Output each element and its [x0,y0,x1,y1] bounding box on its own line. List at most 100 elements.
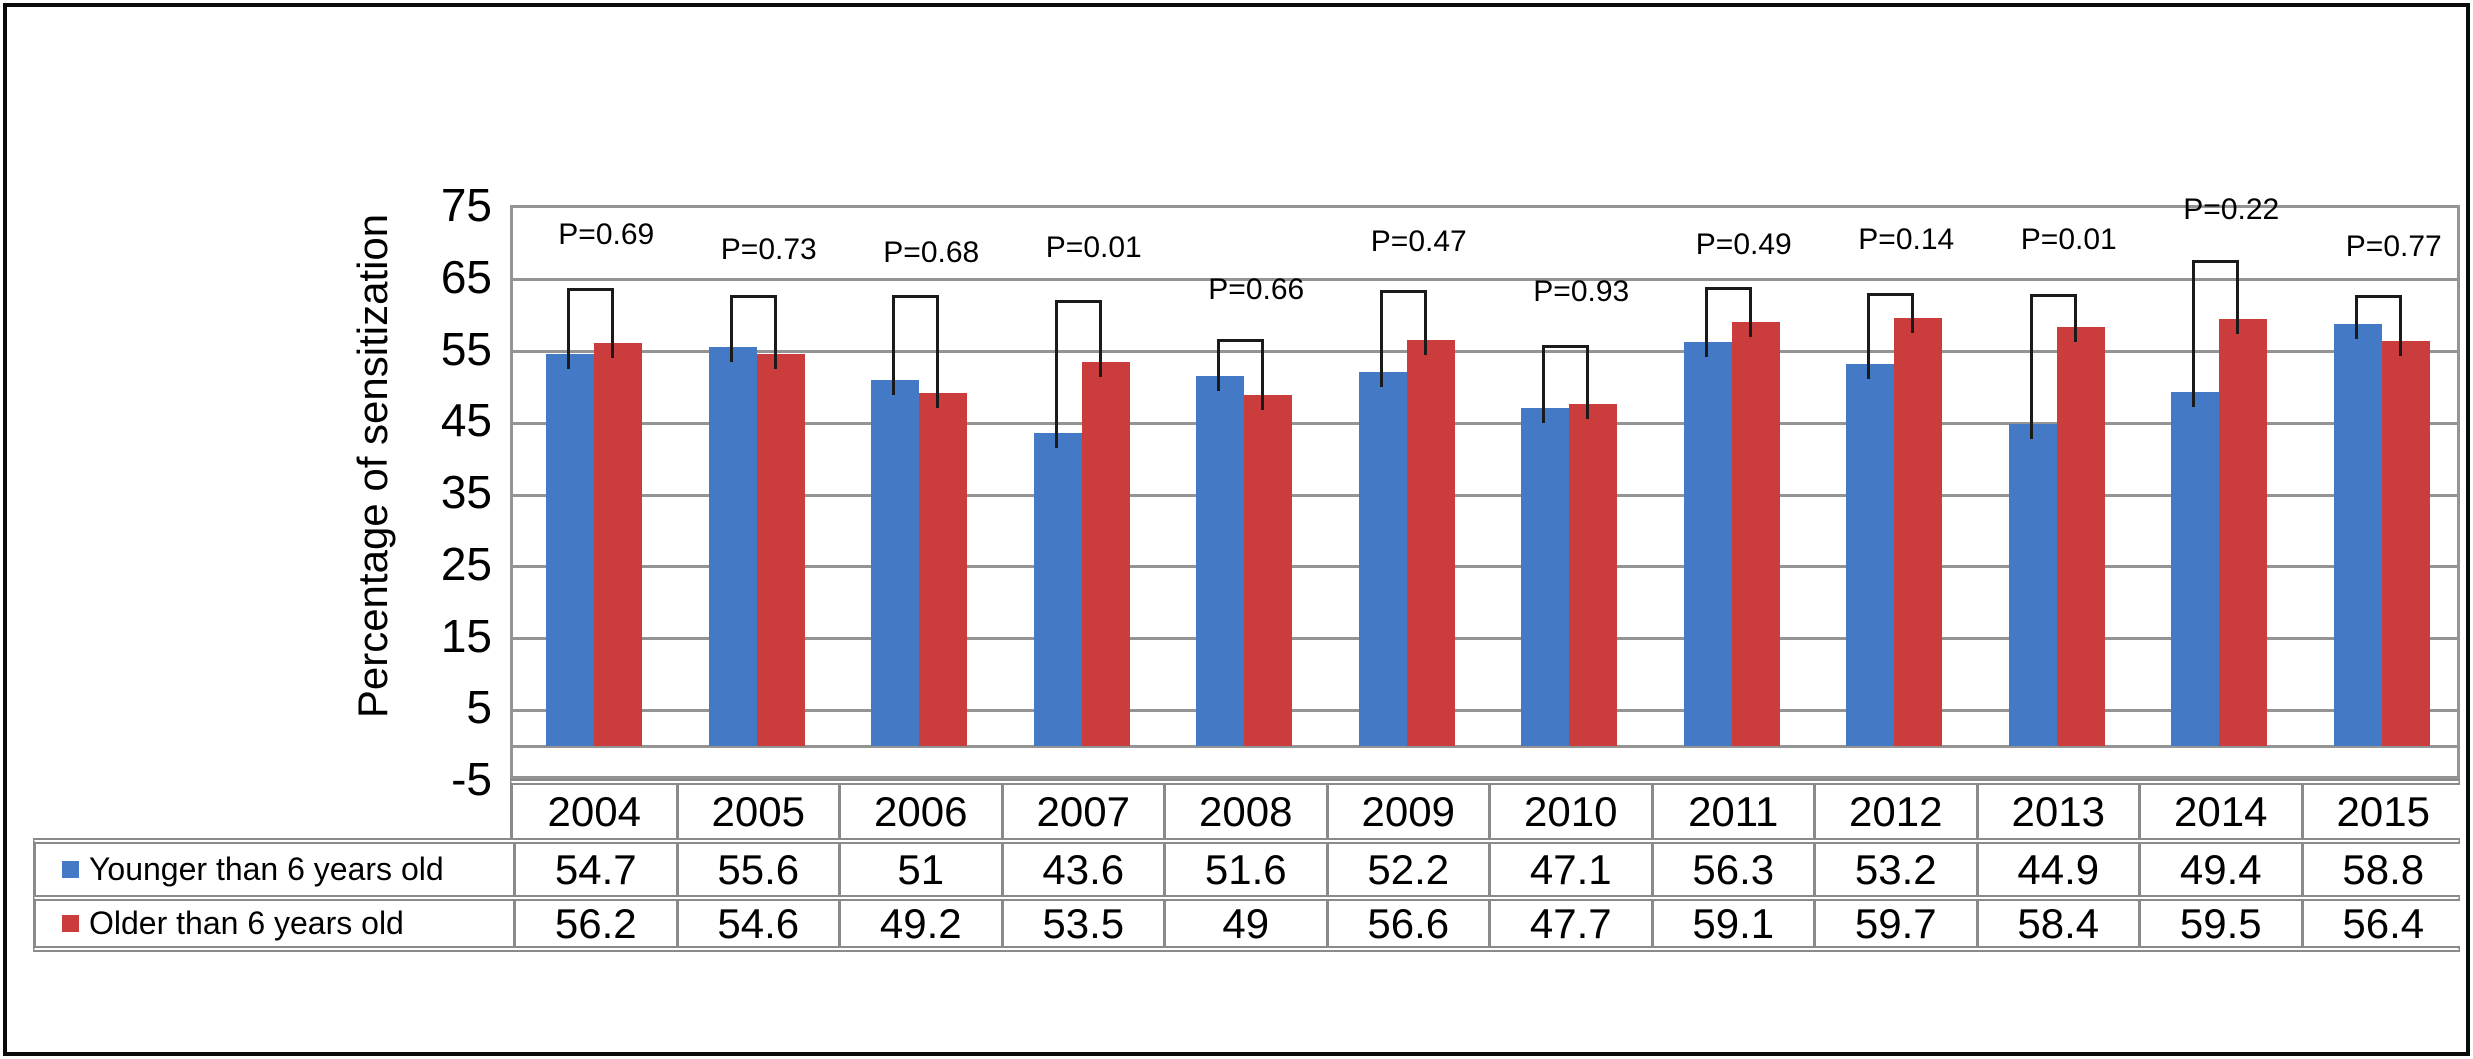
bracket-left-2015 [2354,295,2358,340]
legend-label: Older than 6 years old [89,905,404,941]
year-cell-2013: 2013 [1975,785,2138,838]
year-cell-2006: 2006 [838,785,1001,838]
p-value-label-2015: P=0.77 [2345,230,2442,264]
value-cell-2010: 47.7 [1488,900,1651,947]
value-cell-2013: 44.9 [1975,844,2138,895]
bracket-top-2004 [567,288,615,292]
p-value-label-2013: P=0.01 [2020,223,2117,257]
p-value-label-2007: P=0.01 [1045,231,1142,265]
value-cell-2008: 49 [1163,900,1326,947]
bracket-right-2010 [1586,344,1590,419]
value-cell-2006: 51 [838,844,1001,895]
bar-younger-2009 [1358,371,1407,747]
bracket-right-2011 [1748,286,1752,338]
value-cell-2009: 52.2 [1325,844,1488,895]
bar-older-2010 [1569,403,1618,747]
year-cell-2009: 2009 [1325,785,1488,838]
bar-older-2008 [1244,394,1293,747]
bracket-top-2015 [2354,295,2402,299]
bracket-left-2013 [2029,293,2033,439]
bracket-right-2014 [2236,260,2240,335]
bar-younger-2008 [1196,375,1245,747]
year-cell-2004: 2004 [513,785,676,838]
gridline-35 [513,493,2457,497]
bracket-right-2006 [936,295,940,409]
bracket-left-2012 [1867,293,1871,380]
p-value-label-2012: P=0.14 [1858,223,1955,257]
y-tick-label-25: 25 [440,537,492,590]
bar-older-2005 [756,354,805,747]
bracket-left-2014 [2192,260,2196,407]
year-cell-2007: 2007 [1000,785,1163,838]
y-tick-label-35: 35 [440,466,492,518]
plot-area [510,205,2460,779]
bracket-top-2006 [892,295,940,299]
value-cell-2013: 58.4 [1975,900,2138,947]
bracket-top-2008 [1217,339,1265,343]
legend-swatch-icon [62,915,79,932]
bar-younger-2011 [1683,342,1732,747]
bar-older-2015 [2381,341,2430,747]
table-row-years: 2004 2005 2006 2007 2008 2009 2010 2011 2012 2013… [510,779,2463,838]
value-cell-2009: 56.6 [1325,900,1488,947]
table-row-younger: Younger than 6 years old 54.7 55.6 51 43.6 51… [33,838,2463,895]
bracket-left-2009 [1379,290,1383,387]
value-cell-2006: 49.2 [838,900,1001,947]
bracket-right-2008 [1261,339,1265,410]
gridline-25 [513,565,2457,569]
bracket-top-2012 [1867,293,1915,297]
bracket-left-2011 [1704,286,1708,358]
bar-younger-2004 [546,353,595,747]
gridline-65 [513,278,2457,282]
bracket-right-2004 [611,288,615,358]
p-value-label-2006: P=0.68 [883,236,980,270]
value-cell-2012: 53.2 [1813,844,1976,895]
p-value-label-2004: P=0.69 [558,218,655,252]
year-cell-2011: 2011 [1650,785,1813,838]
year-cell-2015: 2015 [2300,785,2463,838]
value-cell-2008: 51.6 [1163,844,1326,895]
p-value-label-2011: P=0.49 [1695,228,1792,262]
bracket-left-2004 [567,288,571,369]
value-cell-2015: 56.4 [2300,900,2463,947]
bracket-right-2015 [2398,295,2402,357]
bar-older-2012 [1894,317,1943,747]
value-cell-2010: 47.1 [1488,844,1651,895]
bar-older-2006 [919,393,968,747]
bracket-top-2011 [1704,286,1752,290]
y-tick-label--5: -5 [451,753,492,805]
p-value-label-2010: P=0.93 [1533,274,1630,308]
bracket-left-2010 [1542,344,1546,424]
table-row-older: Older than 6 years old 56.2 54.6 49.2 53.5 49… [33,895,2463,952]
bracket-right-2012 [1911,293,1915,333]
year-cell-2005: 2005 [675,785,838,838]
bar-younger-2012 [1846,364,1895,747]
bar-older-2009 [1406,340,1455,747]
y-tick-label-15: 15 [440,609,492,662]
value-cell-2014: 49.4 [2138,844,2301,895]
value-cell-2004: 56.2 [513,900,676,947]
value-cell-2011: 56.3 [1650,844,1813,895]
bar-younger-2006 [871,380,920,747]
bar-older-2004 [594,342,643,747]
value-cell-2005: 55.6 [675,844,838,895]
bar-older-2013 [2056,327,2105,747]
value-cell-2012: 59.7 [1813,900,1976,947]
bracket-top-2014 [2192,260,2240,264]
bar-older-2014 [2219,319,2268,747]
bar-older-2007 [1081,362,1130,747]
legend-swatch-icon [62,861,79,878]
value-cell-2011: 59.1 [1650,900,1813,947]
p-value-label-2005: P=0.73 [720,233,817,267]
legend-cell-younger: Younger than 6 years old [36,844,513,895]
p-value-label-2014: P=0.22 [2183,193,2280,227]
bracket-top-2010 [1542,344,1590,348]
bracket-top-2007 [1054,300,1102,304]
year-cell-2012: 2012 [1813,785,1976,838]
bracket-left-2008 [1217,339,1221,391]
bracket-top-2013 [2029,293,2077,297]
value-cell-2005: 54.6 [675,900,838,947]
bar-younger-2015 [2333,324,2382,747]
value-cell-2014: 59.5 [2138,900,2301,947]
